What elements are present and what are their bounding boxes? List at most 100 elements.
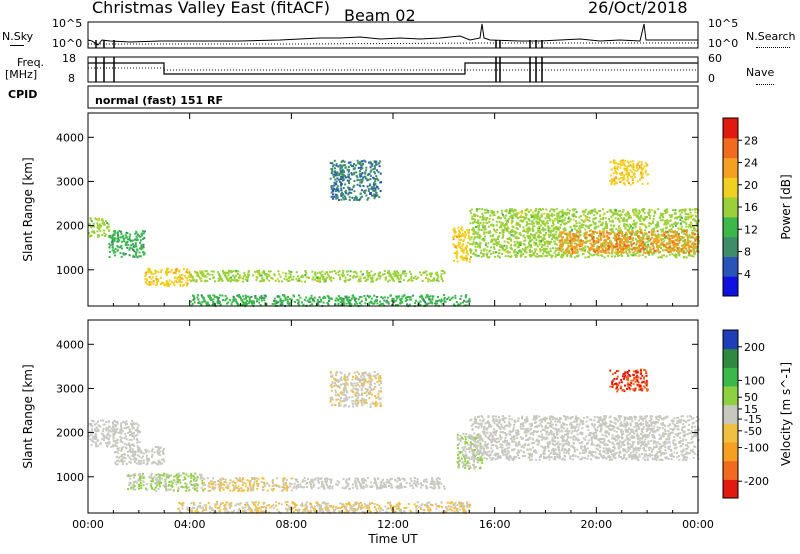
scatter-cell bbox=[505, 245, 508, 248]
nsearch-trace bbox=[88, 42, 698, 45]
scatter-cell bbox=[408, 270, 411, 273]
scatter-cell bbox=[606, 238, 609, 241]
scatter-cell bbox=[452, 228, 455, 231]
scatter-cell bbox=[177, 489, 179, 492]
scatter-cell bbox=[615, 243, 618, 246]
scatter-cell bbox=[202, 297, 205, 299]
scatter-cell bbox=[359, 301, 362, 304]
scatter-cell bbox=[648, 208, 651, 211]
scatter-cell bbox=[236, 302, 239, 305]
scatter-cell bbox=[361, 160, 364, 163]
scatter-cell bbox=[283, 295, 286, 298]
scatter-cell bbox=[612, 230, 615, 233]
scatter-cell bbox=[529, 239, 531, 242]
scatter-cell bbox=[687, 225, 690, 228]
scatter-region bbox=[114, 445, 166, 466]
scatter-cell bbox=[92, 230, 95, 233]
scatter-cell bbox=[645, 245, 648, 248]
scatter-cell bbox=[553, 233, 556, 236]
scatter-cell bbox=[682, 251, 685, 254]
scatter-cell bbox=[533, 241, 536, 244]
scatter-cell bbox=[538, 243, 541, 246]
scatter-cell bbox=[580, 223, 583, 226]
scatter-cell bbox=[667, 222, 670, 225]
scatter-cell bbox=[569, 236, 572, 239]
scatter-cell bbox=[507, 212, 510, 214]
scatter-cell bbox=[584, 245, 587, 248]
scatter-cell bbox=[525, 224, 528, 227]
scatter-cell bbox=[465, 244, 468, 247]
scatter-cell bbox=[476, 235, 479, 238]
scatter-cell bbox=[689, 221, 692, 224]
scatter-cell bbox=[611, 211, 614, 214]
scatter-cell bbox=[189, 482, 192, 485]
scatter-cell bbox=[144, 448, 147, 451]
scatter-cell bbox=[653, 252, 656, 255]
scatter-cell bbox=[461, 226, 463, 229]
scatter-cell bbox=[300, 276, 303, 279]
scatter-cell bbox=[600, 250, 602, 253]
scatter-cell bbox=[196, 478, 199, 481]
scatter-cell bbox=[435, 271, 438, 274]
scatter-cell bbox=[396, 276, 399, 279]
scatter-cell bbox=[167, 281, 169, 284]
scatter-cell bbox=[355, 198, 358, 201]
colorbar-segment bbox=[723, 118, 738, 139]
scatter-cell bbox=[91, 430, 94, 433]
scatter-cell bbox=[462, 234, 465, 237]
scatter-cell bbox=[694, 219, 697, 222]
scatter-cell bbox=[551, 236, 554, 239]
scatter-cell bbox=[506, 226, 509, 229]
scatter-cell bbox=[136, 248, 139, 251]
scatter-cell bbox=[642, 176, 645, 179]
nsky-legend-line bbox=[10, 45, 24, 46]
scatter-cell bbox=[112, 432, 115, 435]
scatter-cell bbox=[587, 213, 589, 216]
scatter-cell bbox=[641, 237, 644, 240]
scatter-cell bbox=[353, 167, 356, 170]
scatter-cell bbox=[610, 216, 613, 219]
scatter-cell bbox=[492, 246, 495, 248]
scatter-cell bbox=[128, 434, 131, 436]
scatter-cell bbox=[355, 164, 358, 167]
scatter-cell bbox=[476, 245, 479, 248]
scatter-cell bbox=[124, 421, 127, 424]
scatter-cell bbox=[516, 246, 519, 249]
scatter-cell bbox=[453, 252, 456, 255]
scatter-cell bbox=[594, 211, 597, 213]
scatter-cell bbox=[621, 247, 624, 250]
scatter-cell bbox=[678, 254, 681, 257]
scatter-cell bbox=[685, 256, 688, 259]
scatter-cell bbox=[378, 304, 381, 307]
scatter-cell bbox=[636, 216, 639, 219]
scatter-cell bbox=[488, 218, 491, 220]
scatter-cell bbox=[201, 476, 204, 479]
scatter-cell bbox=[463, 239, 465, 242]
scatter-cell bbox=[553, 217, 556, 220]
scatter-cell bbox=[451, 296, 454, 299]
scatter-cell bbox=[695, 245, 698, 248]
scatter-cell bbox=[536, 227, 539, 230]
scatter-cell bbox=[640, 176, 643, 179]
scatter-cell bbox=[617, 229, 620, 232]
scatter-cell bbox=[166, 272, 169, 275]
scatter-cell bbox=[508, 238, 511, 240]
scatter-cell bbox=[474, 213, 477, 216]
scatter-cell bbox=[567, 242, 569, 245]
scatter-cell bbox=[618, 251, 621, 254]
scatter-cell bbox=[142, 462, 145, 464]
scatter-cell bbox=[139, 450, 142, 452]
scatter-cell bbox=[116, 441, 119, 444]
scatter-cell bbox=[617, 243, 620, 246]
scatter-cell bbox=[620, 241, 623, 244]
scatter-cell bbox=[190, 473, 193, 476]
scatter-cell bbox=[622, 209, 625, 212]
scatter-cell bbox=[387, 270, 390, 273]
scatter-cell bbox=[308, 277, 311, 279]
scatter-cell bbox=[138, 463, 141, 466]
scatter-cell bbox=[540, 215, 543, 218]
scatter-cell bbox=[685, 222, 688, 225]
scatter-cell bbox=[108, 256, 111, 258]
scatter-cell bbox=[510, 222, 513, 225]
scatter-cell bbox=[688, 233, 691, 236]
